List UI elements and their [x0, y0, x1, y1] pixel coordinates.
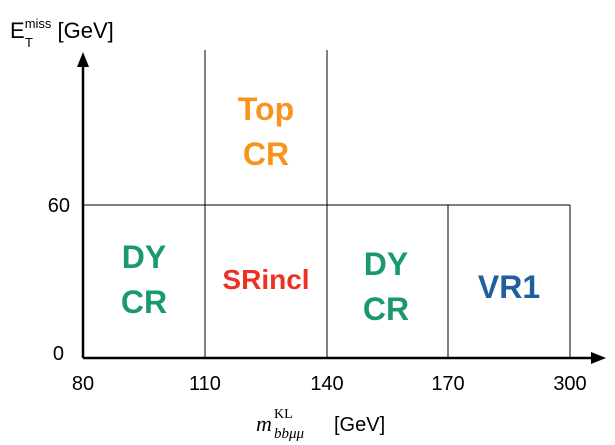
region-srincl-label: SRincl: [222, 264, 309, 295]
dy-cr-right-line1: DY: [364, 246, 408, 282]
y-axis-arrow-icon: [77, 52, 89, 67]
y-axis-label: Emiss [GeV]: [10, 16, 114, 43]
x-axis-label-var: m: [256, 411, 272, 436]
dy-cr-left-line2: CR: [121, 284, 167, 320]
x-axis-label-sub: bbμμ: [274, 426, 305, 442]
top-cr-line2: CR: [243, 136, 289, 172]
region-dy-cr-left: DY CR: [121, 239, 167, 320]
region-grid: [83, 50, 571, 358]
x-tick-80: 80: [72, 373, 94, 395]
axes: [77, 52, 606, 364]
dy-cr-left-line1: DY: [122, 239, 166, 275]
y-axis-label-sub: T: [25, 35, 33, 50]
x-tick-300: 300: [553, 373, 586, 395]
region-top-cr: Top CR: [238, 91, 294, 172]
y-axis-label-base: E: [10, 18, 25, 43]
region-dy-cr-right: DY CR: [363, 246, 409, 327]
y-axis-label-sup: miss: [25, 16, 52, 31]
x-tick-110: 110: [189, 373, 221, 395]
x-axis-label-sup: KL: [274, 407, 293, 422]
dy-cr-right-line2: CR: [363, 291, 409, 327]
x-tick-170: 170: [431, 373, 464, 395]
y-tick-60: 60: [48, 195, 70, 217]
y-tick-0: 0: [53, 343, 64, 365]
region-vr1-label: VR1: [478, 269, 540, 305]
x-axis-label-unit: [GeV]: [334, 414, 385, 436]
top-cr-line1: Top: [238, 91, 294, 127]
x-axis-arrow-icon: [591, 352, 606, 364]
x-tick-140: 140: [310, 373, 343, 395]
y-axis-label-unit: [GeV]: [51, 18, 113, 43]
